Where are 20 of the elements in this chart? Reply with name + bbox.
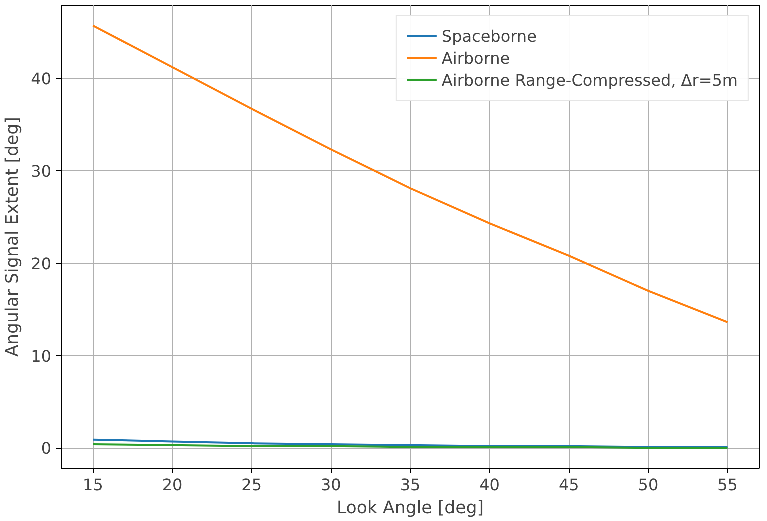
x-axis-title: Look Angle [deg] — [336, 498, 484, 518]
y-axis-title: Angular Signal Extent [deg] — [3, 117, 24, 357]
x-tick-label: 50 — [638, 476, 659, 494]
legend-label: Airborne — [442, 48, 510, 68]
x-tick-label: 45 — [558, 476, 580, 494]
x-tick-label: 25 — [242, 476, 262, 494]
y-tick-label: 20 — [31, 254, 52, 274]
y-tick-label: 40 — [31, 70, 52, 89]
x-tick-label: 15 — [83, 476, 104, 494]
x-tick-label: 30 — [321, 476, 342, 494]
x-tick-label: 55 — [718, 476, 738, 494]
y-tick-label: 30 — [31, 162, 52, 181]
y-tick-label: 10 — [31, 346, 52, 366]
y-tick-label: 0 — [41, 439, 52, 458]
legend-label: Spaceborne — [442, 26, 537, 46]
line-series — [92, 438, 729, 448]
x-tick-label: 40 — [480, 476, 500, 494]
x-tick-label: 20 — [162, 476, 183, 494]
legend-label: Airborne Range-Compressed, Δr=5m — [442, 70, 738, 90]
x-tick-label: 35 — [400, 476, 421, 494]
